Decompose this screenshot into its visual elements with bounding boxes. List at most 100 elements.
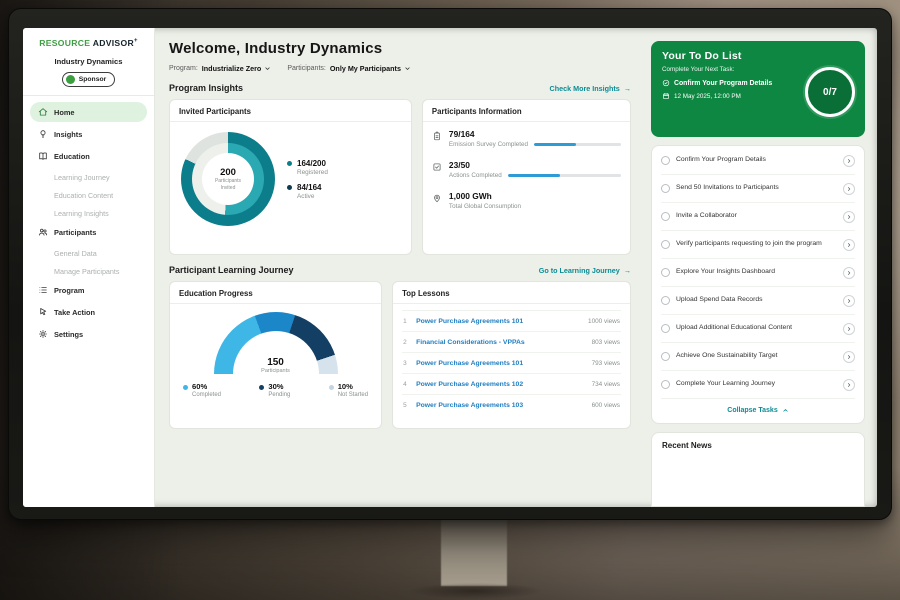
survey-icon xyxy=(432,131,442,141)
lesson-link[interactable]: Power Purchase Agreements 101 xyxy=(416,317,524,325)
task-checkbox[interactable] xyxy=(661,352,670,361)
education-progress-card: Education Progress 150 Participants 60% … xyxy=(169,281,383,429)
card-divider xyxy=(393,303,630,304)
people-icon xyxy=(38,227,48,237)
lesson-views: 600 views xyxy=(591,401,620,409)
program-insights-header: Program Insights Check More Insights → xyxy=(169,83,631,93)
sidebar-item-home[interactable]: Home xyxy=(30,102,147,122)
sidebar-subitem-label: Manage Participants xyxy=(54,266,120,276)
task-row-confirm-program[interactable]: Confirm Your Program Details xyxy=(661,147,855,174)
legend-value: 10% xyxy=(337,382,353,391)
lesson-link[interactable]: Power Purchase Agreements 103 xyxy=(416,401,524,409)
program-insights-title: Program Insights xyxy=(169,83,244,93)
stat-value: 1,000 GWh xyxy=(448,191,492,201)
lesson-rank: 1 xyxy=(403,317,407,325)
lesson-rank: 2 xyxy=(403,338,407,346)
task-row-achieve-target[interactable]: Achieve One Sustainability Target xyxy=(661,342,855,370)
lesson-rank: 5 xyxy=(403,401,407,409)
legend-completed: 60% Completed xyxy=(183,382,221,398)
gauge-center-label: Participants xyxy=(261,368,290,374)
chevron-right-icon[interactable] xyxy=(843,182,855,195)
lesson-link[interactable]: Power Purchase Agreements 101 xyxy=(416,359,524,367)
progress-fill xyxy=(507,173,560,178)
chevron-right-icon[interactable] xyxy=(843,210,855,223)
lesson-row: 5 Power Purchase Agreements 103 600 view… xyxy=(402,394,621,415)
todo-due-label: 12 May 2025, 12:00 PM xyxy=(674,92,741,100)
legend-dot-pending xyxy=(259,385,265,390)
task-checkbox[interactable] xyxy=(661,268,670,277)
chevron-right-icon[interactable] xyxy=(843,378,855,391)
legend-value: 84/164 xyxy=(297,182,322,192)
task-row-send-invitations[interactable]: Send 50 Invitations to Participants xyxy=(661,174,855,202)
arrow-right-icon: → xyxy=(623,265,631,275)
sponsor-badge[interactable]: Sponsor xyxy=(61,72,116,87)
task-row-verify-participants[interactable]: Verify participants requesting to join t… xyxy=(661,230,855,258)
todo-next-task-label: Confirm Your Program Details xyxy=(674,79,773,87)
go-to-learning-journey-link[interactable]: Go to Learning Journey → xyxy=(539,266,631,275)
lesson-link[interactable]: Financial Considerations - VPPAs xyxy=(416,338,525,346)
lightbulb-icon xyxy=(38,129,48,139)
sponsor-badge-label: Sponsor xyxy=(78,76,107,83)
sidebar-item-manage-participants[interactable]: Manage Participants xyxy=(30,262,147,280)
chevron-right-icon[interactable] xyxy=(843,322,855,335)
gear-icon xyxy=(38,329,48,339)
sidebar-item-education[interactable]: Education xyxy=(30,146,147,166)
chevron-right-icon[interactable] xyxy=(843,294,855,307)
sidebar-item-insights[interactable]: Insights xyxy=(30,124,147,144)
task-row-invite-collaborator[interactable]: Invite a Collaborator xyxy=(661,202,855,230)
participants-filter-select[interactable]: Only My Participants xyxy=(330,64,411,73)
task-row-explore-insights[interactable]: Explore Your Insights Dashboard xyxy=(661,258,855,286)
invited-participants-donut-chart: 200 Participants Invited xyxy=(181,132,275,226)
sidebar-item-participants[interactable]: Participants xyxy=(30,222,147,242)
task-checkbox[interactable] xyxy=(661,156,670,165)
task-checkbox[interactable] xyxy=(661,296,670,305)
donut-legend: 164/200 Registered 84/164 Active xyxy=(287,152,328,207)
lesson-row: 4 Power Purchase Agreements 102 734 view… xyxy=(402,373,621,394)
task-row-upload-spend-data[interactable]: Upload Spend Data Records xyxy=(661,286,855,314)
chevron-right-icon[interactable] xyxy=(843,154,855,167)
card-title: Invited Participants xyxy=(179,107,251,116)
sidebar-item-general-data[interactable]: General Data xyxy=(30,244,147,262)
todo-subtitle: Complete Your Next Task: xyxy=(662,66,735,73)
sidebar-item-education-content[interactable]: Education Content xyxy=(30,186,147,204)
sidebar-subitem-label: Learning Journey xyxy=(54,172,110,182)
task-checkbox[interactable] xyxy=(661,380,670,389)
sidebar: RESOURCE ADVISOR+ Industry Dynamics Spon… xyxy=(23,28,155,507)
chevron-right-icon[interactable] xyxy=(843,266,855,279)
program-filter-select[interactable]: Industrialize Zero xyxy=(202,64,272,73)
todo-title: Your To Do List xyxy=(662,50,742,62)
lesson-rank: 4 xyxy=(403,380,407,388)
task-checkbox[interactable] xyxy=(661,240,670,249)
task-checkbox[interactable] xyxy=(661,324,670,333)
legend-label: Active xyxy=(297,192,315,200)
lesson-link[interactable]: Power Purchase Agreements 102 xyxy=(416,380,524,388)
sidebar-item-program[interactable]: Program xyxy=(30,280,147,300)
filter-bar: Program: Industrialize Zero Participants… xyxy=(169,64,631,73)
page-title: Welcome, Industry Dynamics xyxy=(169,40,383,57)
legend-value: 164/200 xyxy=(297,158,326,168)
stat-label: Emission Survey Completed xyxy=(448,141,529,148)
link-label: Go to Learning Journey xyxy=(538,265,620,275)
sidebar-item-settings[interactable]: Settings xyxy=(30,324,147,344)
task-checkbox[interactable] xyxy=(661,184,670,193)
donut-center: 200 Participants Invited xyxy=(202,153,254,205)
logo-resource: RESOURCE xyxy=(39,38,91,48)
card-title: Participants Information xyxy=(431,107,522,116)
lesson-views: 803 views xyxy=(591,338,620,346)
task-checkbox[interactable] xyxy=(661,212,670,221)
chevron-right-icon[interactable] xyxy=(843,350,855,363)
chevron-right-icon[interactable] xyxy=(843,238,855,251)
legend-dot-registered xyxy=(287,160,292,166)
sidebar-item-learning-journey[interactable]: Learning Journey xyxy=(30,168,147,186)
stat-global-consumption: 1,000 GWh Total Global Consumption xyxy=(432,191,621,210)
task-row-upload-educational-content[interactable]: Upload Additional Educational Content xyxy=(661,314,855,342)
collapse-tasks-link[interactable]: Collapse Tasks xyxy=(661,398,855,422)
chevron-down-icon xyxy=(264,65,271,72)
sidebar-subitem-label: Learning Insights xyxy=(54,208,109,218)
sidebar-item-learning-insights[interactable]: Learning Insights xyxy=(30,204,147,222)
check-more-insights-link[interactable]: Check More Insights → xyxy=(550,84,631,93)
task-row-complete-learning-journey[interactable]: Complete Your Learning Journey xyxy=(661,370,855,398)
donut-center-value: 200 xyxy=(220,167,236,179)
sidebar-item-label: Settings xyxy=(54,329,84,339)
sidebar-item-take-action[interactable]: Take Action xyxy=(30,302,147,322)
